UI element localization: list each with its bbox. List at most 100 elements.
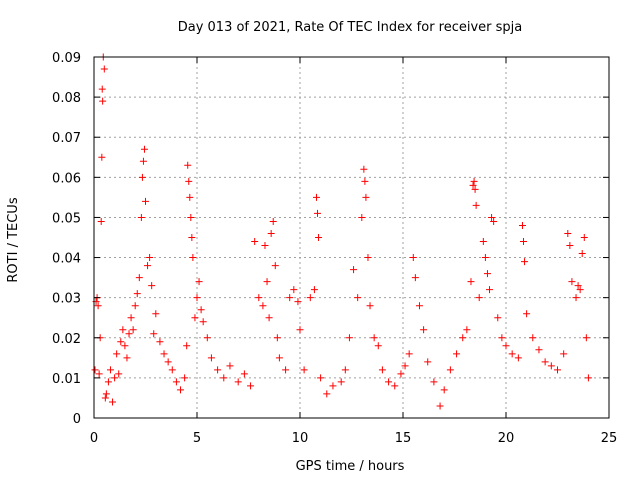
y-tick-label: 0.09 — [52, 51, 81, 66]
data-point — [259, 302, 267, 310]
x-tick-label: 10 — [292, 431, 309, 446]
data-point — [101, 394, 109, 402]
data-point — [475, 294, 483, 302]
data-point — [374, 342, 382, 350]
data-point — [181, 374, 189, 382]
data-point — [469, 181, 477, 189]
data-point — [207, 354, 215, 362]
data-point — [177, 386, 185, 394]
data-point — [152, 310, 160, 318]
data-point — [125, 330, 133, 338]
data-point — [520, 238, 528, 246]
data-point — [188, 234, 196, 241]
data-point — [566, 242, 574, 250]
data-point — [168, 366, 176, 374]
data-point — [139, 157, 147, 165]
data-point — [261, 242, 269, 250]
x-tick-label: 25 — [601, 431, 618, 446]
data-point — [94, 302, 102, 310]
data-point — [397, 370, 405, 378]
data-point — [100, 65, 108, 73]
data-point — [247, 382, 255, 390]
data-point — [99, 97, 107, 105]
data-point — [541, 358, 549, 366]
data-point — [106, 366, 114, 374]
y-tick-label: 0.05 — [52, 211, 81, 226]
y-tick-label: 0.08 — [52, 91, 81, 106]
x-axis-label: GPS time / hours — [296, 459, 405, 474]
data-point — [193, 294, 201, 302]
data-point — [523, 310, 531, 318]
plot-frame — [93, 56, 610, 419]
data-point — [560, 350, 568, 358]
y-tick-label: 0.06 — [52, 171, 81, 186]
data-point — [160, 350, 168, 358]
y-tick-label: 0 — [73, 412, 81, 427]
data-point — [312, 193, 320, 201]
y-tick-label: 0.01 — [52, 372, 81, 387]
data-point — [317, 374, 325, 382]
axis-ticks: 0 5 10 15 20 25 0 0.01 0.02 0.03 0.04 0.05 0.06 0.07 0… — [52, 51, 617, 446]
data-point — [409, 254, 417, 262]
data-point — [300, 366, 308, 374]
data-point — [98, 85, 106, 93]
data-point — [463, 326, 471, 334]
data-point — [186, 193, 194, 201]
data-point — [401, 362, 409, 370]
data-point — [95, 370, 103, 378]
y-tick-label: 0.07 — [52, 131, 81, 146]
data-point — [584, 374, 592, 382]
data-point — [405, 350, 413, 358]
data-point — [91, 366, 99, 374]
data-point — [582, 334, 590, 342]
data-point — [488, 213, 496, 221]
data-point — [494, 314, 502, 322]
data-point — [251, 238, 259, 246]
data-point — [137, 213, 145, 221]
data-point — [440, 386, 448, 394]
x-tick-label: 15 — [395, 431, 412, 446]
data-point — [214, 366, 222, 374]
data-point — [436, 402, 444, 410]
grid-lines — [94, 57, 609, 418]
data-point — [580, 234, 588, 241]
data-point — [576, 286, 584, 294]
data-point — [529, 334, 537, 342]
data-point — [127, 314, 135, 322]
x-tick-label: 20 — [498, 431, 515, 446]
data-point — [189, 254, 197, 262]
data-point — [109, 398, 117, 406]
data-point — [337, 378, 345, 386]
data-point — [564, 229, 572, 237]
data-points — [91, 53, 592, 410]
data-point — [323, 390, 331, 398]
data-point — [199, 318, 207, 326]
data-point — [197, 306, 205, 314]
data-point — [446, 366, 454, 374]
data-point — [129, 326, 137, 334]
data-point — [498, 334, 506, 342]
data-point — [156, 338, 164, 346]
data-point — [415, 302, 423, 310]
data-point — [271, 262, 279, 270]
data-point — [191, 314, 199, 322]
data-point — [148, 282, 156, 290]
data-point — [234, 378, 242, 386]
chart-title: Day 013 of 2021, Rate Of TEC Index for r… — [178, 20, 523, 35]
data-point — [572, 294, 580, 302]
data-point — [378, 366, 386, 374]
y-axis-label: ROTI / TECUs — [6, 197, 21, 282]
data-point — [269, 217, 277, 225]
data-point — [502, 342, 510, 350]
data-point — [142, 197, 149, 205]
data-point — [240, 370, 248, 378]
data-point — [306, 294, 314, 302]
data-point — [102, 390, 110, 398]
data-point — [138, 173, 146, 181]
data-point — [366, 302, 374, 310]
data-point — [104, 378, 112, 386]
data-point — [360, 165, 368, 173]
data-point — [471, 185, 479, 193]
data-point — [275, 354, 283, 362]
